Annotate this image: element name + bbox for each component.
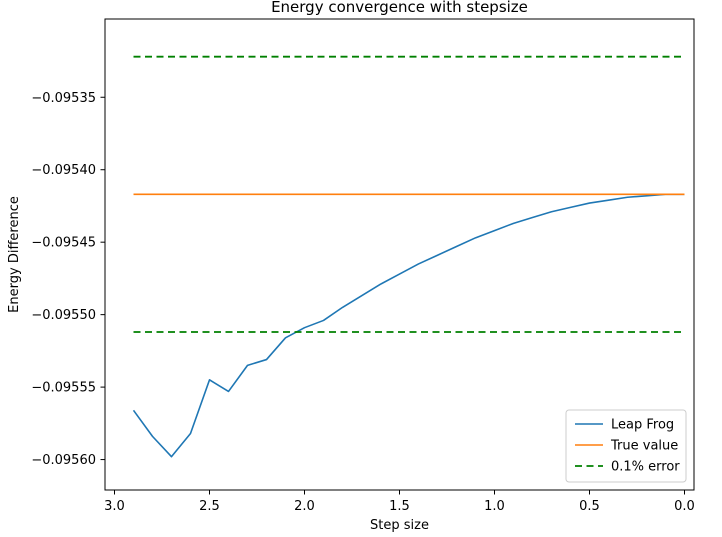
legend-label-true-value: True value — [610, 439, 678, 454]
y-tick-label: −0.09550 — [31, 308, 96, 323]
y-axis-label: Energy Difference — [7, 196, 22, 313]
y-tick-label: −0.09560 — [31, 453, 96, 468]
legend-label-leap-frog: Leap Frog — [611, 418, 674, 433]
y-tick-label: −0.09535 — [31, 91, 96, 106]
legend-box — [565, 409, 687, 483]
x-tick-label: 0.0 — [674, 499, 695, 514]
y-tick-label: −0.09545 — [31, 236, 96, 251]
y-tick-label: −0.09540 — [31, 163, 96, 178]
x-tick-label: 1.0 — [484, 499, 505, 514]
x-tick-label: 1.5 — [389, 499, 410, 514]
x-tick-label: 2.5 — [199, 499, 220, 514]
x-tick-label: 0.5 — [579, 499, 600, 514]
y-tick-label: −0.09555 — [31, 381, 96, 396]
series-line-leap-frog-0 — [132, 193, 685, 458]
legend-label-0-1-error: 0.1% error — [611, 460, 680, 475]
x-tick-label: 2.0 — [294, 499, 315, 514]
x-axis-label: Step size — [370, 518, 429, 533]
x-tick-label: 3.0 — [104, 499, 125, 514]
chart-title: Energy convergence with stepsize — [271, 0, 528, 16]
